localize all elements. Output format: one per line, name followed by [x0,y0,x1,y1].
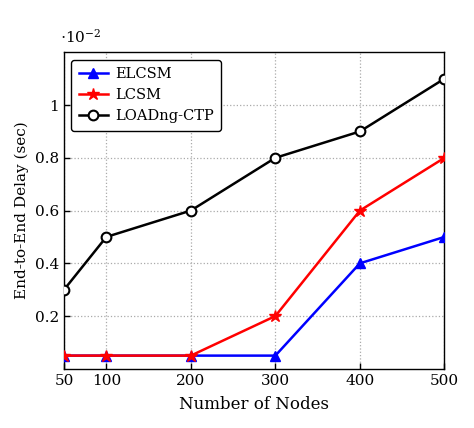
LOADng-CTP [61,287,67,292]
LCSM [103,353,109,358]
LCSM [61,353,67,358]
ELCSM [188,353,194,358]
LOADng-CTP [357,129,363,134]
LOADng-CTP [442,76,447,81]
Y-axis label: End-to-End Delay (sec): End-to-End Delay (sec) [15,122,29,300]
ELCSM [103,353,109,358]
LOADng-CTP [103,235,109,240]
LCSM [273,313,278,318]
Line: LOADng-CTP: LOADng-CTP [59,74,449,294]
ELCSM [273,353,278,358]
LOADng-CTP [188,208,194,213]
ELCSM [61,353,67,358]
Legend: ELCSM, LCSM, LOADng-CTP: ELCSM, LCSM, LOADng-CTP [72,59,221,131]
LOADng-CTP [273,155,278,160]
ELCSM [357,261,363,266]
Line: LCSM: LCSM [58,152,451,362]
LCSM [442,155,447,160]
ELCSM [442,235,447,240]
LCSM [357,208,363,213]
LCSM [188,353,194,358]
Text: $\cdot10^{-2}$: $\cdot10^{-2}$ [60,28,102,46]
X-axis label: Number of Nodes: Number of Nodes [179,396,329,413]
Line: ELCSM: ELCSM [59,232,449,360]
